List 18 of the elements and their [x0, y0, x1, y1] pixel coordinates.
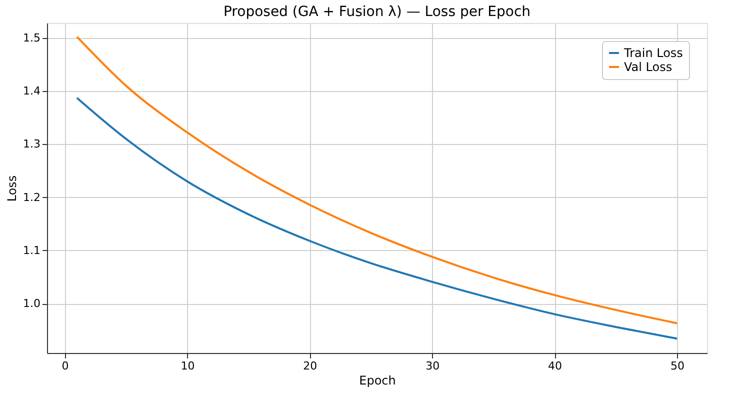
legend-label: Train Loss	[623, 46, 683, 60]
legend-label: Val Loss	[624, 60, 672, 74]
x-tick-label: 20	[303, 360, 318, 372]
y-axis-title: Loss	[5, 175, 20, 202]
y-tick-label: 1.3	[23, 138, 40, 151]
y-tick-label: 1.1	[23, 244, 40, 257]
x-tick-label: 50	[670, 360, 684, 372]
x-tick-label: 40	[548, 360, 562, 372]
y-tick-label: 1.0	[23, 297, 40, 310]
x-tick-label: 30	[426, 360, 440, 372]
x-tick-label: 10	[180, 360, 195, 372]
x-axis-title: Epoch	[359, 374, 396, 388]
y-tick-label: 1.4	[23, 84, 40, 98]
chart-title: Proposed (GA + Fusion λ) — Loss per Epoch	[223, 4, 531, 20]
y-tick-label: 1.5	[23, 31, 40, 44]
y-tick-label: 1.2	[23, 190, 40, 204]
x-tick-label: 0	[62, 360, 69, 372]
line-series	[76, 96, 678, 340]
